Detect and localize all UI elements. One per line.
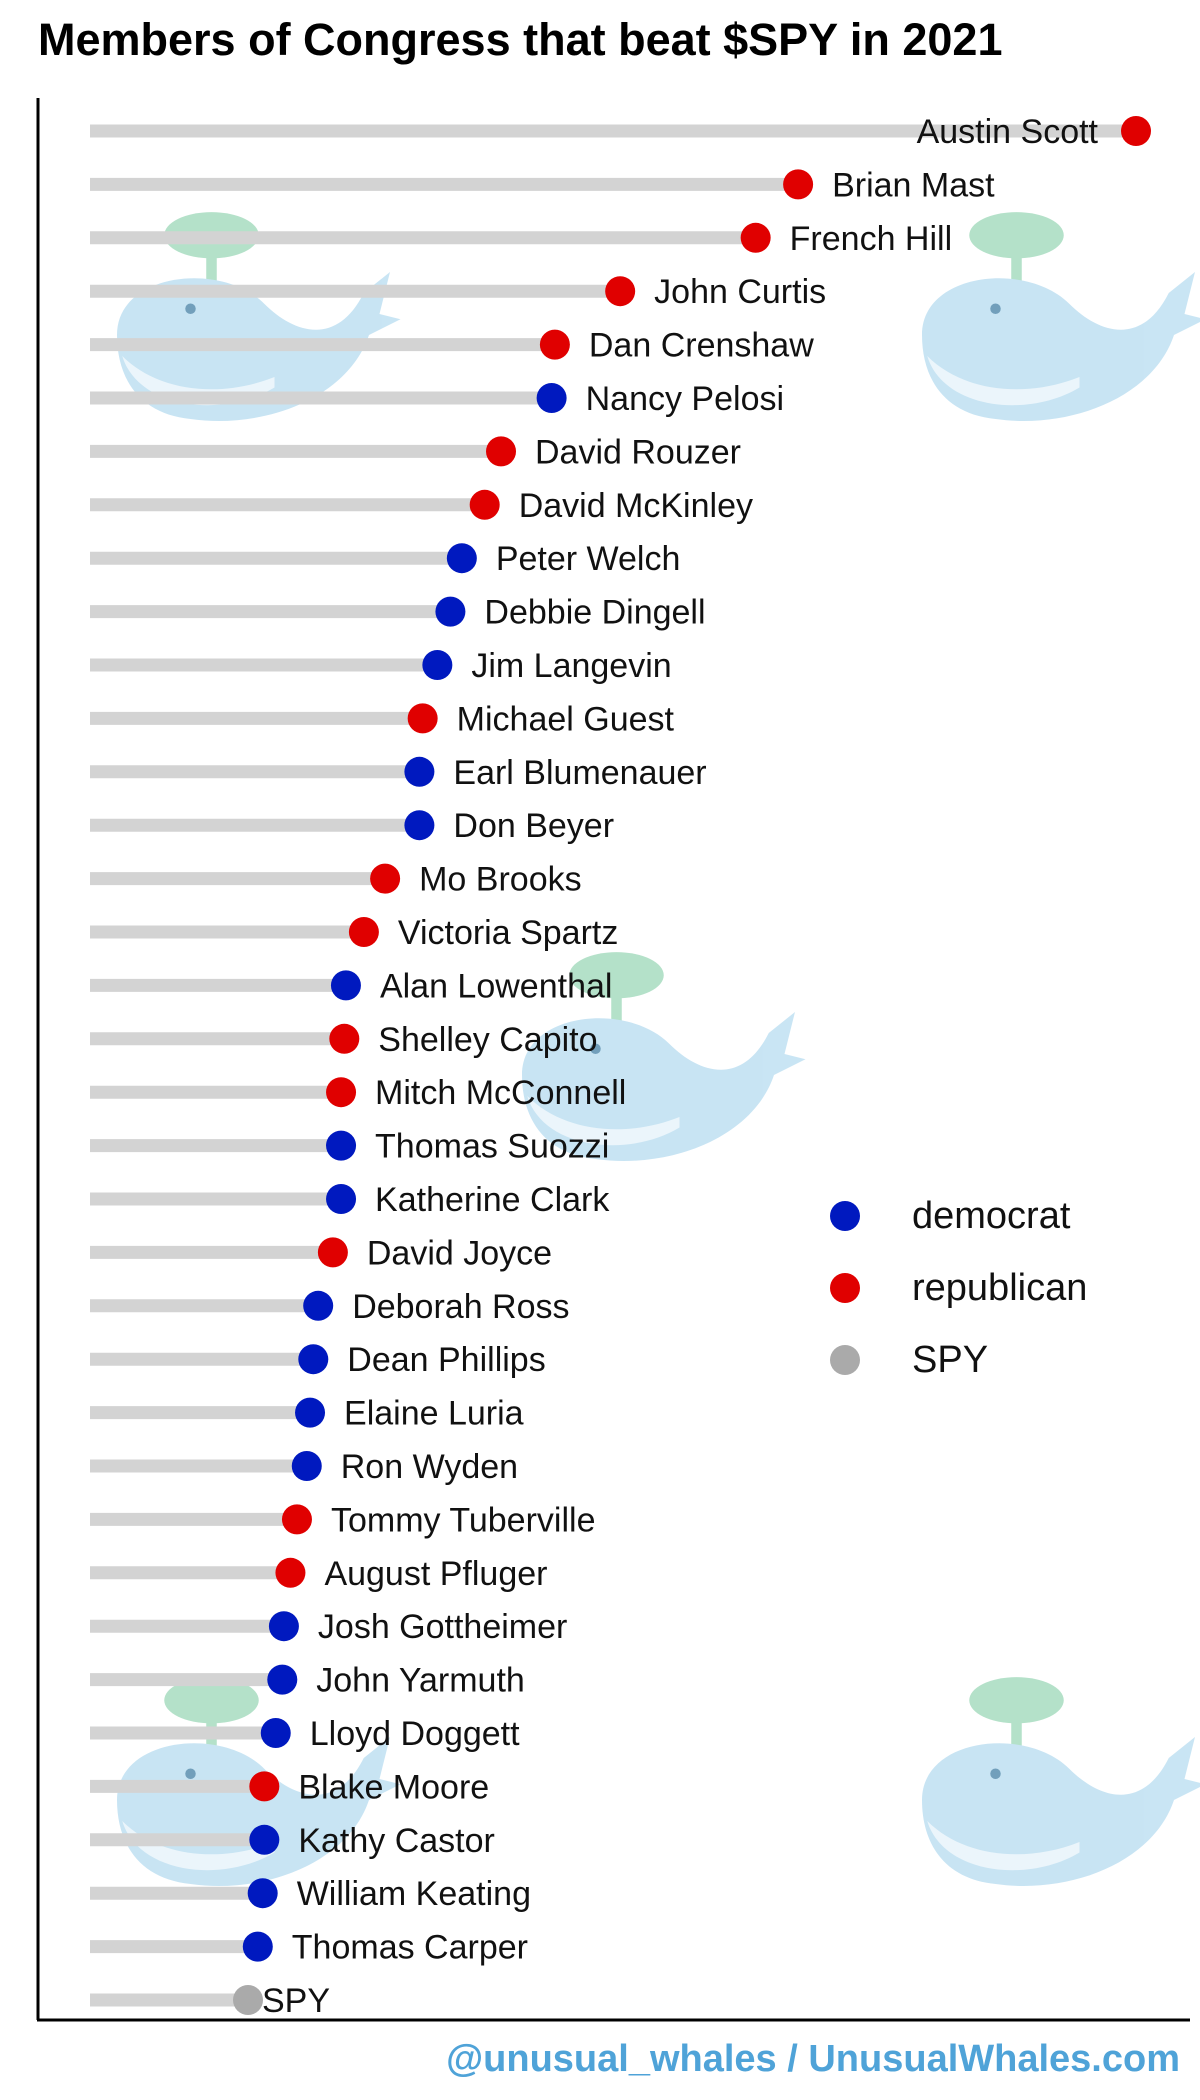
- lollipop-stems: [90, 124, 1136, 2007]
- dot-4: [539, 329, 570, 360]
- dot-16: [330, 970, 361, 1001]
- point-label-32: Kathy Castor: [298, 1822, 495, 1860]
- point-label-14: Mo Brooks: [419, 861, 582, 899]
- point-label-18: Mitch McConnell: [375, 1074, 626, 1112]
- point-label-33: William Keating: [297, 1875, 531, 1913]
- footer-credit: @unusual_whales / UnusualWhales.com: [446, 2038, 1180, 2080]
- point-label-31: Blake Moore: [298, 1768, 489, 1806]
- dot-35: [233, 1985, 263, 2015]
- dot-10: [422, 650, 453, 680]
- dot-21: [317, 1237, 348, 1268]
- point-label-13: Don Beyer: [453, 807, 614, 845]
- point-label-12: Earl Blumenauer: [453, 754, 706, 792]
- dot-3: [605, 276, 636, 307]
- dot-18: [326, 1077, 357, 1108]
- legend-item-republican: republican: [830, 1252, 1087, 1324]
- dot-17: [329, 1023, 360, 1054]
- point-label-20: Katherine Clark: [375, 1181, 610, 1219]
- dot-12: [404, 756, 435, 787]
- dot-7: [469, 489, 500, 520]
- dot-30: [260, 1718, 291, 1748]
- point-label-7: David McKinley: [519, 487, 753, 525]
- point-label-17: Shelley Capito: [378, 1021, 597, 1059]
- point-label-27: August Pfluger: [324, 1555, 547, 1593]
- point-label-34: Thomas Carper: [292, 1929, 528, 1967]
- chart-title: Members of Congress that beat $SPY in 20…: [38, 14, 1003, 65]
- dot-23: [298, 1344, 329, 1375]
- point-label-35: SPY: [262, 1982, 330, 2020]
- legend-dot-spy: [830, 1345, 860, 1375]
- legend-item-democrat: democrat: [830, 1180, 1087, 1252]
- dot-19: [326, 1130, 357, 1161]
- point-label-9: Debbie Dingell: [484, 594, 705, 632]
- point-label-0: Austin Scott: [917, 113, 1099, 151]
- point-label-22: Deborah Ross: [352, 1288, 569, 1326]
- dot-28: [268, 1611, 299, 1642]
- dot-8: [446, 543, 477, 574]
- point-label-2: French Hill: [790, 220, 952, 258]
- point-label-4: Dan Crenshaw: [589, 327, 814, 365]
- legend-dot-democrat: [830, 1201, 860, 1231]
- dot-13: [404, 810, 435, 841]
- lollipop-chart: Austin Scott Brian Mast French Hill John Cu…: [36, 98, 1200, 2022]
- point-label-24: Elaine Luria: [344, 1395, 524, 1433]
- point-label-30: Lloyd Doggett: [310, 1715, 520, 1753]
- dot-14: [370, 863, 401, 894]
- legend-label-republican: republican: [912, 1266, 1088, 1309]
- point-label-23: Dean Phillips: [347, 1341, 545, 1379]
- dot-24: [295, 1397, 326, 1428]
- dot-9: [435, 596, 466, 627]
- dot-11: [407, 703, 438, 734]
- dot-26: [281, 1504, 312, 1535]
- dot-2: [740, 222, 771, 253]
- whale-icon: [922, 1677, 1200, 1886]
- point-label-29: John Yarmuth: [316, 1662, 525, 1700]
- dot-31: [249, 1771, 280, 1802]
- lollipop-dots: [233, 116, 1151, 2015]
- legend-label-democrat: democrat: [912, 1194, 1071, 1237]
- dot-22: [303, 1290, 334, 1321]
- dot-15: [348, 917, 379, 947]
- point-labels: Austin Scott Brian Mast French Hill John Cu…: [262, 113, 1099, 2020]
- point-label-19: Thomas Suozzi: [375, 1128, 609, 1166]
- point-label-5: Nancy Pelosi: [586, 380, 784, 418]
- dot-20: [326, 1184, 357, 1214]
- dot-6: [486, 436, 517, 467]
- point-label-10: Jim Langevin: [471, 647, 671, 685]
- point-label-15: Victoria Spartz: [398, 914, 618, 952]
- dot-29: [267, 1664, 298, 1695]
- point-label-3: John Curtis: [654, 273, 826, 311]
- dot-25: [291, 1451, 322, 1481]
- point-label-1: Brian Mast: [832, 166, 995, 204]
- dot-34: [242, 1931, 273, 1962]
- legend-label-spy: SPY: [912, 1338, 989, 1381]
- point-label-26: Tommy Tuberville: [331, 1501, 596, 1539]
- legend: democrat republican SPY: [830, 1180, 1087, 1396]
- dot-5: [536, 383, 567, 413]
- whale-icon: [922, 212, 1200, 421]
- legend-item-spy: SPY: [830, 1324, 1087, 1396]
- dot-0: [1121, 116, 1151, 146]
- dot-1: [783, 169, 814, 200]
- point-label-8: Peter Welch: [496, 540, 681, 578]
- point-label-28: Josh Gottheimer: [318, 1608, 567, 1646]
- point-label-11: Michael Guest: [457, 700, 675, 738]
- point-label-25: Ron Wyden: [341, 1448, 518, 1486]
- whale-icon: [522, 952, 806, 1161]
- dot-32: [249, 1824, 280, 1855]
- dot-27: [275, 1557, 306, 1588]
- point-label-16: Alan Lowenthal: [380, 967, 613, 1005]
- legend-dot-republican: [830, 1273, 860, 1303]
- point-label-6: David Rouzer: [535, 433, 741, 471]
- point-label-21: David Joyce: [367, 1234, 552, 1272]
- dot-33: [247, 1878, 278, 1909]
